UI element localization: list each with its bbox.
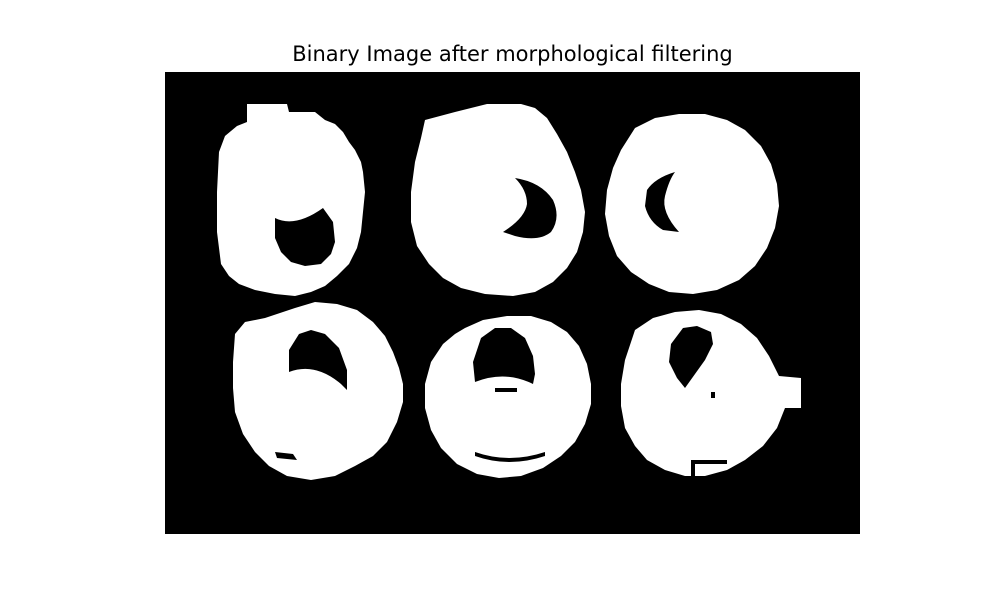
blob-bottom-right-notch (691, 460, 727, 476)
blob-top-right-body (605, 114, 779, 294)
blob-bottom-middle-hole (473, 328, 535, 384)
blob-bottom-right-hole (669, 326, 713, 388)
blob-bottom-right-speck (711, 392, 715, 398)
blob-top-left-body (217, 104, 365, 296)
blob-top-middle (411, 104, 585, 296)
blob-bottom-right (621, 310, 801, 476)
blob-bottom-left-speck (275, 452, 297, 460)
blob-bottom-left-body (233, 302, 403, 480)
blob-bottom-middle-body (425, 316, 591, 478)
blob-top-right (605, 114, 779, 294)
blob-top-middle-body (411, 104, 585, 296)
blob-bottom-left-hole (289, 330, 347, 390)
blob-bottom-left (233, 302, 403, 480)
binary-image-axes (165, 72, 860, 534)
blob-bottom-middle-speck (495, 388, 517, 392)
blob-bottom-middle (425, 316, 591, 478)
blob-top-right-hole (645, 172, 679, 232)
blob-top-middle-hole (503, 178, 557, 239)
blob-top-left (217, 104, 365, 296)
blob-bottom-middle-arc (475, 452, 545, 462)
binary-image (165, 72, 860, 534)
blob-top-left-hole (275, 208, 335, 266)
figure-title: Binary Image after morphological filteri… (292, 42, 733, 66)
